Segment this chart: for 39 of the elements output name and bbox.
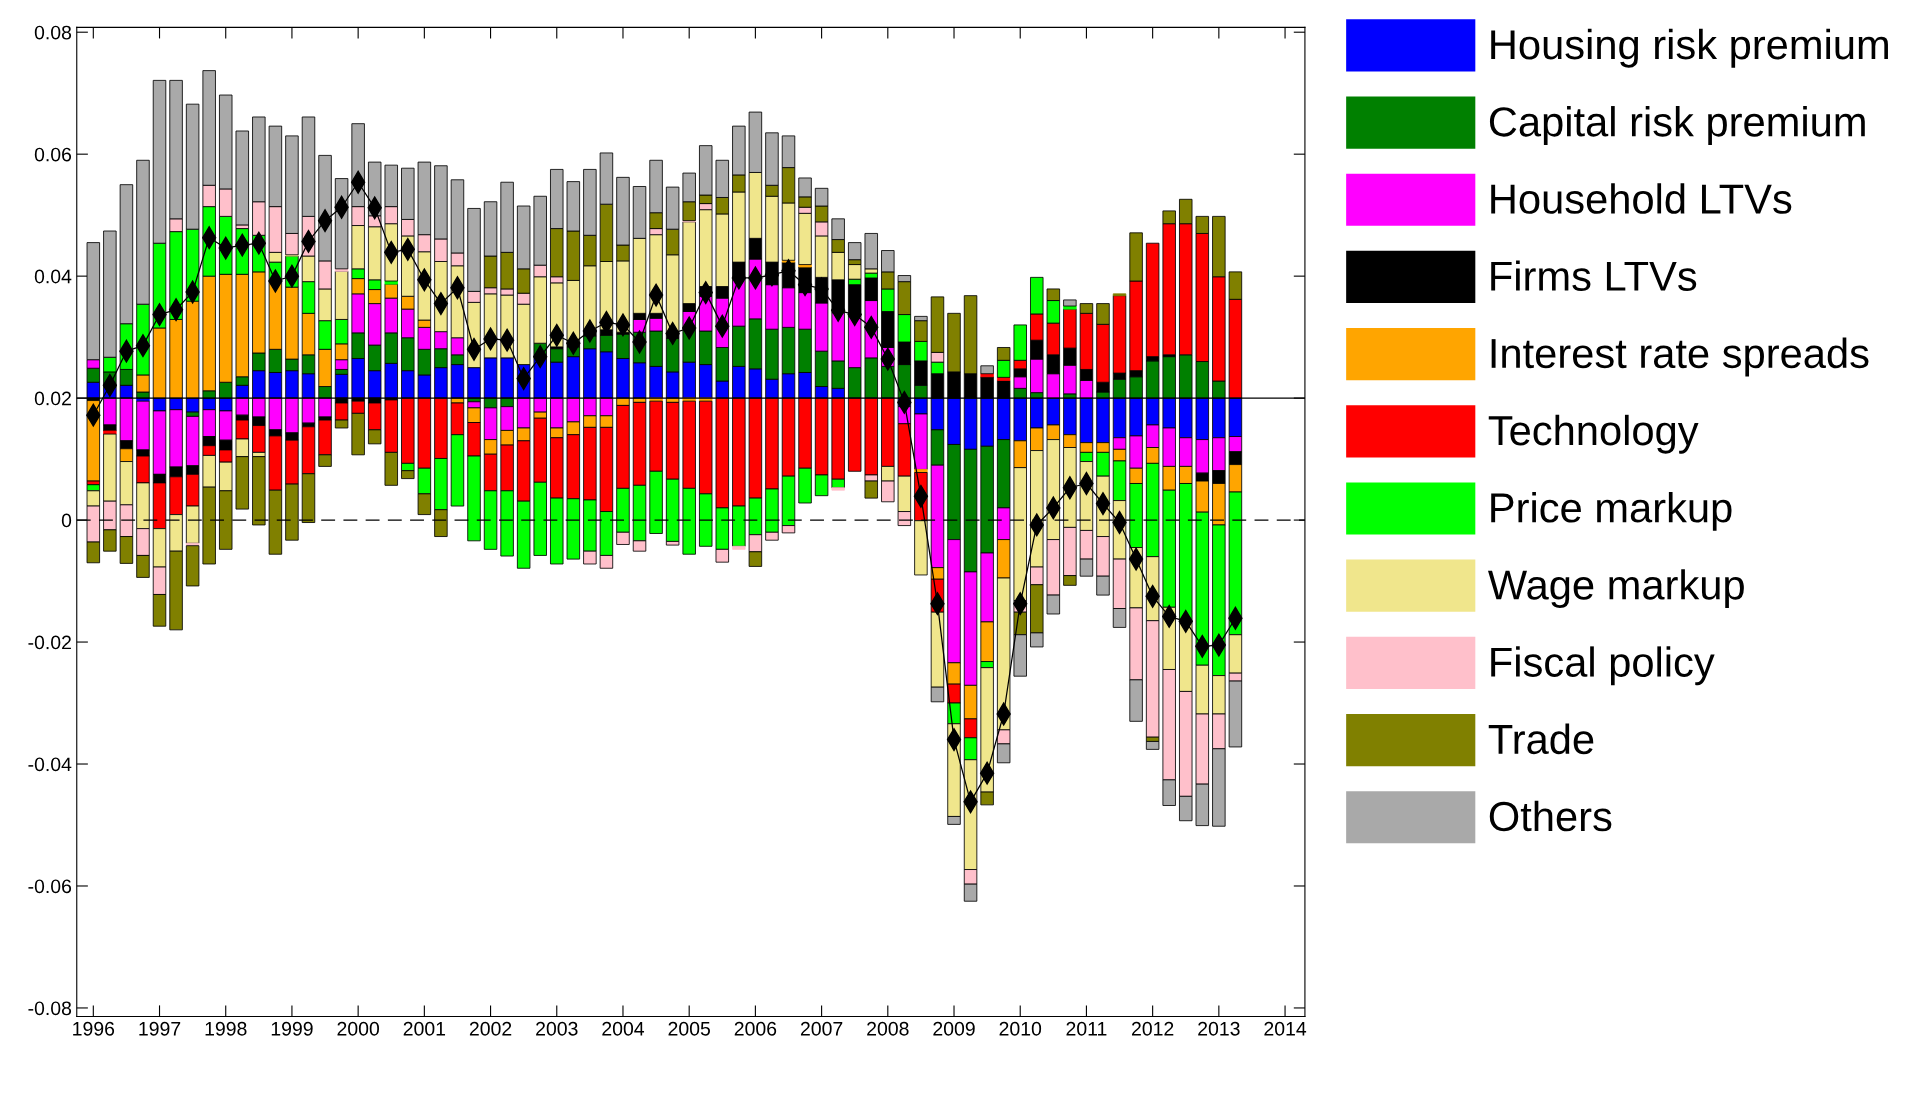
y-tick-label: 0: [61, 513, 72, 528]
x-tick-label: 2002: [469, 1021, 512, 1036]
x-tick-label: 2001: [403, 1021, 446, 1036]
legend-label: Firms LTVs: [1491, 260, 1697, 292]
x-tick-label: 2012: [1131, 1021, 1174, 1036]
x-tick-label: 2006: [734, 1021, 777, 1036]
legend-label: Trade: [1488, 723, 1594, 755]
y-tick-label: 0.02: [34, 391, 71, 406]
legend-label: Household LTVs: [1491, 183, 1792, 214]
x-tick-label: 2005: [668, 1021, 710, 1036]
x-tick-label: 1999: [271, 1021, 313, 1036]
y-tick-label: -0.06: [28, 879, 72, 894]
x-tick-label: 2003: [536, 1021, 578, 1036]
legend-label: Technology: [1488, 414, 1699, 454]
legend-label: Price markup: [1491, 491, 1732, 531]
x-tick-label: 2013: [1198, 1021, 1240, 1036]
y-tick-label: -0.02: [28, 635, 71, 650]
x-tick-label: 2008: [867, 1021, 909, 1036]
x-tick-label: 1996: [73, 1021, 115, 1036]
legend-label: Interest rate spreads: [1491, 337, 1869, 377]
x-tick-label: 2007: [800, 1021, 843, 1036]
x-tick-label: 2014: [1264, 1021, 1307, 1036]
legend-label: Housing risk premium: [1491, 28, 1888, 68]
x-tick-label: 2011: [1066, 1021, 1107, 1036]
x-tick-label: 2009: [933, 1021, 975, 1036]
legend-label: Others: [1489, 800, 1612, 832]
y-tick-label: 0.04: [34, 269, 72, 284]
x-tick-label: 1998: [205, 1021, 247, 1036]
x-tick-label: 2010: [999, 1021, 1042, 1036]
y-tick-label: 0.08: [34, 25, 72, 40]
legend-label: Wage markup: [1488, 569, 1744, 609]
x-tick-label: 2000: [337, 1021, 380, 1036]
x-tick-label: 2004: [602, 1021, 645, 1036]
y-tick-label: -0.04: [28, 757, 72, 772]
legend-label: Fiscal policy: [1491, 646, 1715, 686]
y-tick-label: -0.08: [28, 1001, 72, 1016]
y-tick-label: 0.06: [34, 147, 72, 162]
legend-label: Capital risk premium: [1489, 106, 1865, 145]
x-tick-label: 1997: [139, 1021, 181, 1036]
